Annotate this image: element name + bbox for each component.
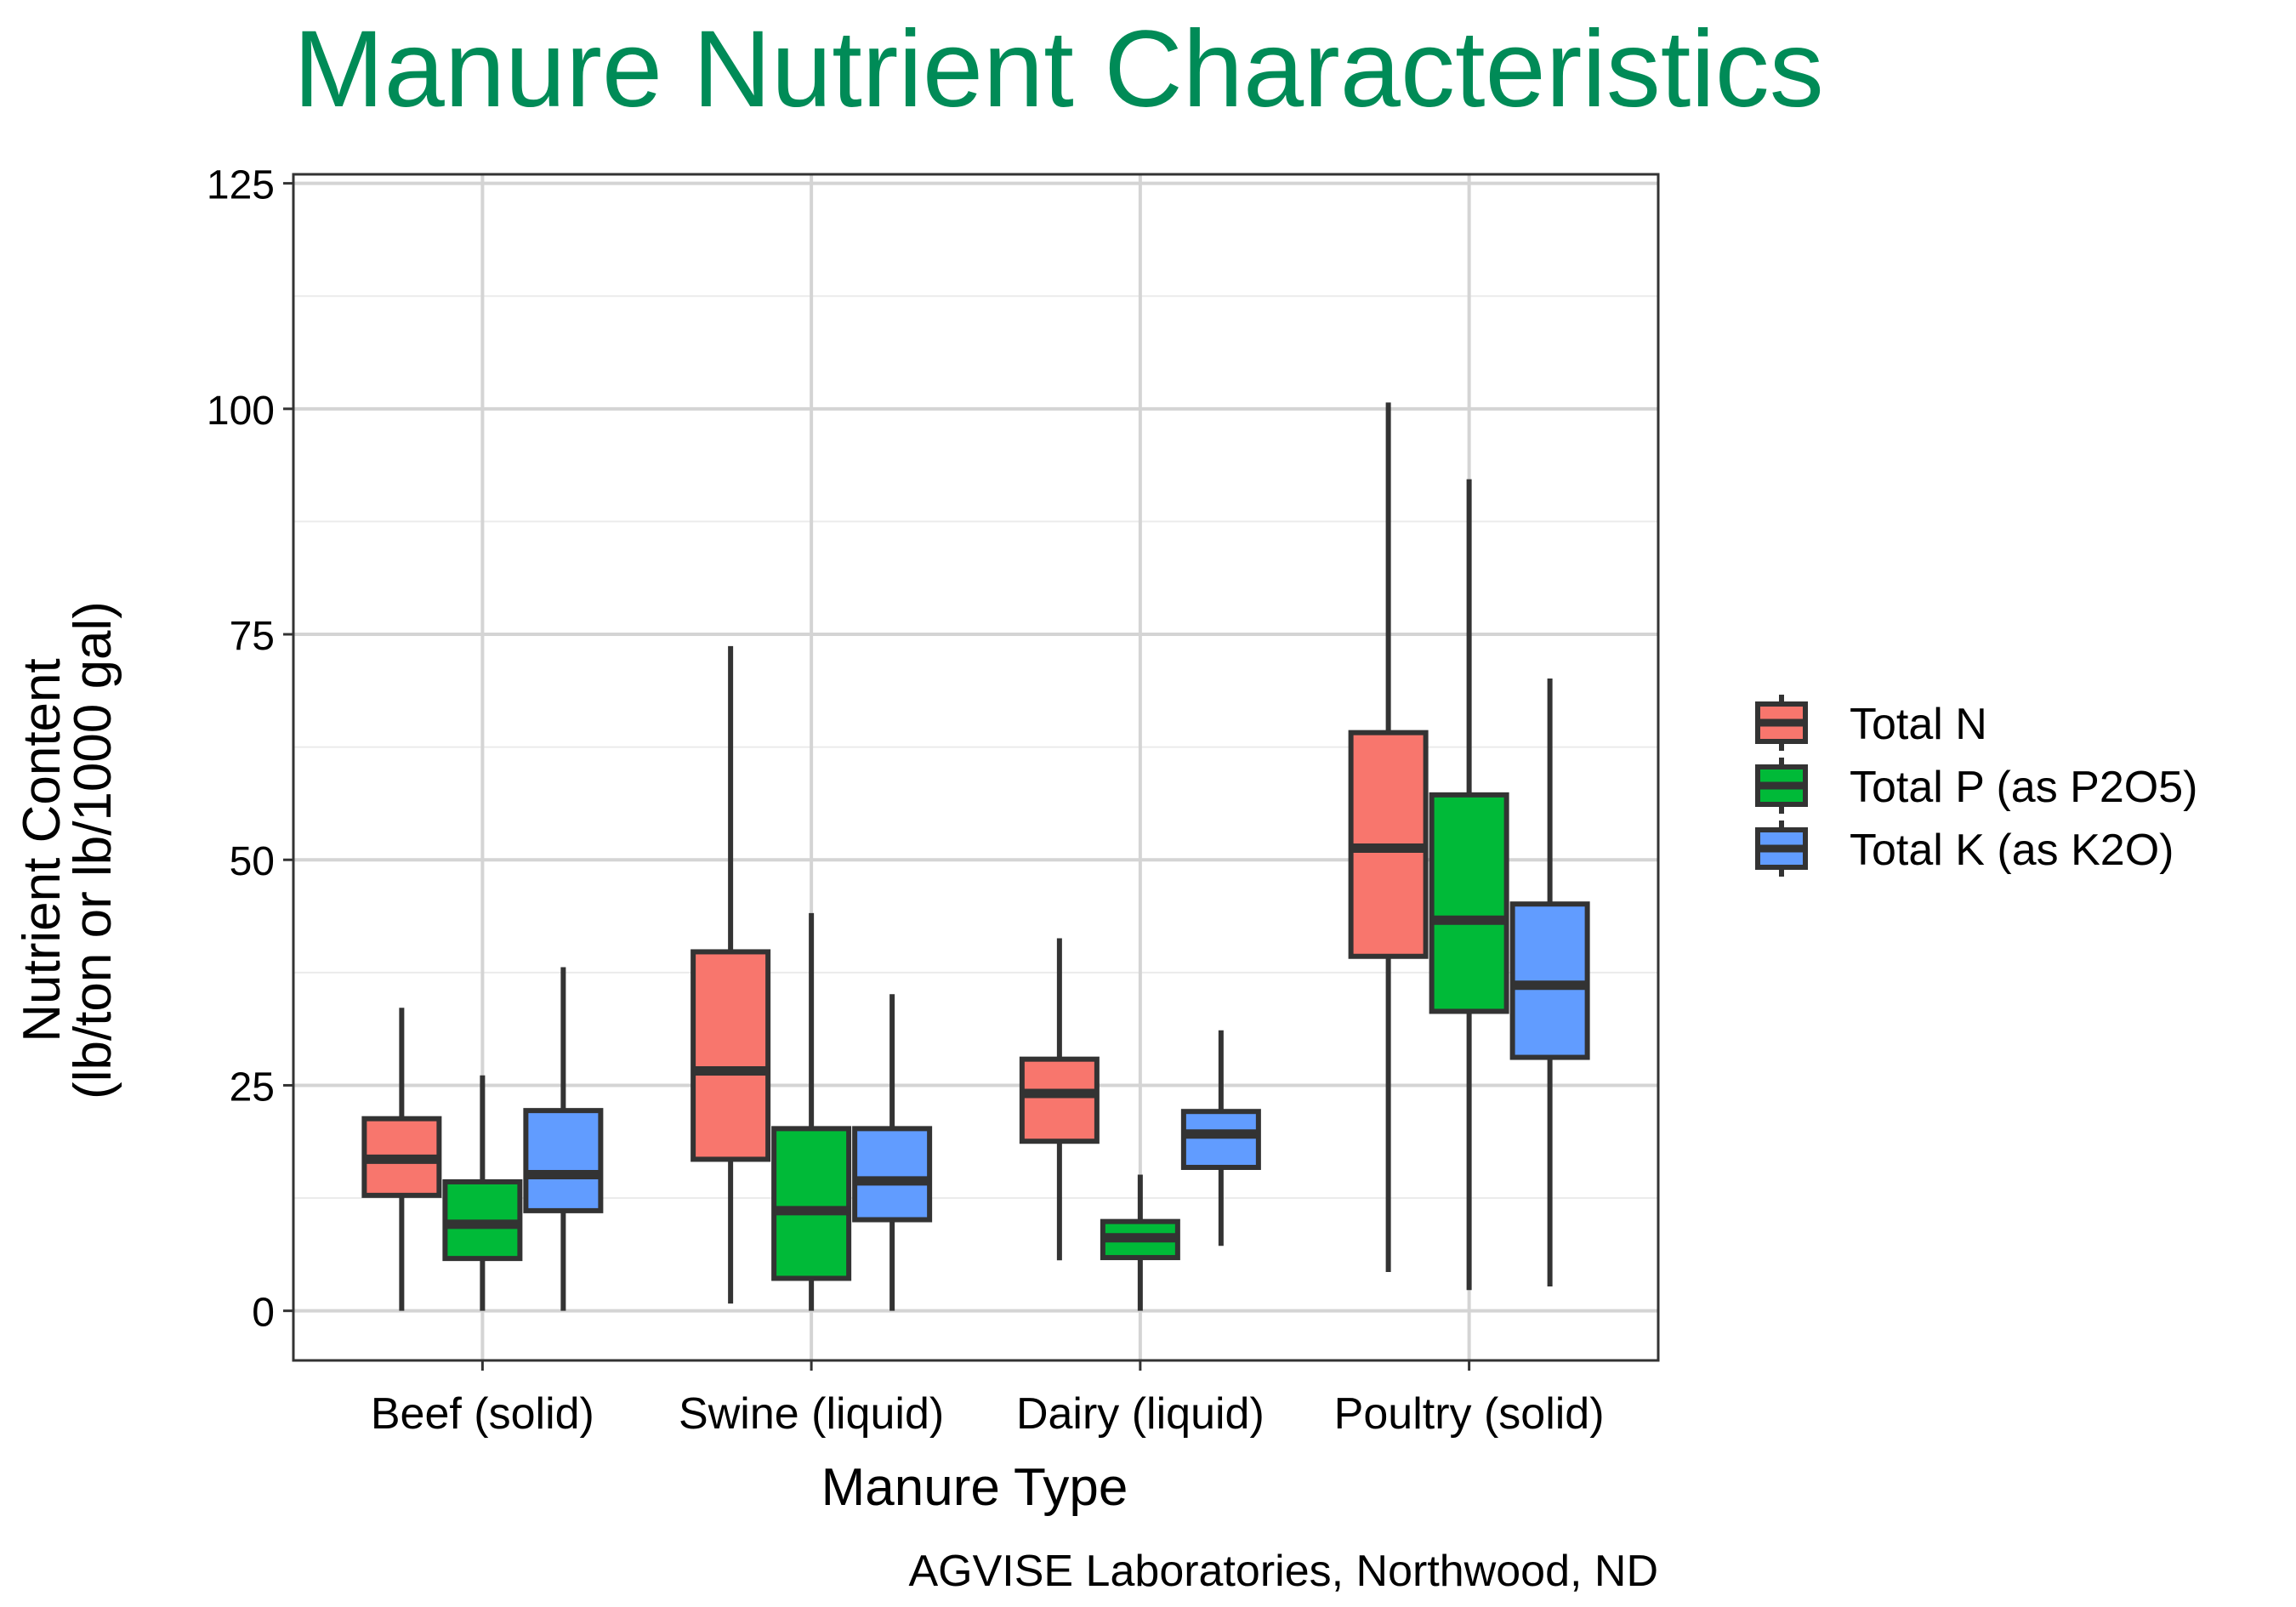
x-axis-title: Manure Type — [821, 1458, 1128, 1517]
panel-border — [292, 173, 1660, 1362]
y-axis-title-line-2: (lb/ton or lb/1000 gal) — [64, 601, 122, 1099]
y-tick-label: 125 — [207, 163, 275, 208]
legend-label: Total N — [1850, 700, 1987, 749]
box-iqr — [771, 1126, 852, 1281]
boxplot-total-n-0 — [361, 1008, 442, 1311]
boxplot-total-p-as-p2o5--1 — [771, 912, 852, 1311]
y-tick-label: 25 — [230, 1065, 275, 1110]
legend-item: Total N — [1755, 695, 1987, 751]
box-iqr — [1019, 1056, 1100, 1144]
y-tick-label: 100 — [207, 389, 275, 434]
x-tick-label: Dairy (liquid) — [1016, 1389, 1265, 1439]
legend-label: Total P (as P2O5) — [1850, 763, 2197, 812]
box-iqr — [1180, 1109, 1261, 1170]
boxplot-total-n-3 — [1348, 402, 1429, 1273]
chart-title: Manure Nutrient Characteristics — [293, 9, 1824, 130]
x-tick-label: Beef (solid) — [371, 1389, 594, 1439]
legend-item: Total K (as K2O) — [1755, 821, 2174, 877]
x-tick-label: Swine (liquid) — [679, 1389, 944, 1439]
x-axis: Beef (solid) Swine (liquid) Dairy (liquid)… — [371, 1360, 1605, 1439]
boxplot-total-p-as-p2o5--0 — [442, 1075, 523, 1311]
y-tick-label: 0 — [252, 1291, 275, 1336]
box-iqr — [691, 949, 771, 1162]
boxplot-total-k-as-k2o--3 — [1509, 679, 1590, 1287]
panel-background — [293, 174, 1658, 1360]
y-axis: 0 25 50 75 100 125 — [207, 163, 293, 1336]
y-tick-label: 75 — [230, 614, 275, 659]
boxplot-total-p-as-p2o5--2 — [1100, 1174, 1180, 1311]
boxplot-total-k-as-k2o--0 — [523, 967, 604, 1311]
legend-label: Total K (as K2O) — [1850, 826, 2174, 875]
boxplot-total-k-as-k2o--1 — [852, 994, 933, 1311]
plot-panel — [292, 173, 1660, 1362]
boxplot-total-n-1 — [691, 645, 771, 1304]
box-iqr — [852, 1126, 933, 1223]
y-axis-title: Nutrient Content (lb/ton or lb/1000 gal) — [13, 601, 122, 1099]
legend-item: Total P (as P2O5) — [1755, 758, 2197, 814]
box-iqr — [1429, 792, 1509, 1014]
boxplot-total-p-as-p2o5--3 — [1429, 479, 1509, 1291]
boxplot-total-n-2 — [1019, 938, 1100, 1261]
box-iqr — [523, 1108, 604, 1213]
x-tick-label: Poultry (solid) — [1334, 1389, 1605, 1439]
y-tick-label: 50 — [230, 839, 275, 884]
boxplot-total-k-as-k2o--2 — [1180, 1030, 1261, 1246]
chart-caption: AGVISE Laboratories, Northwood, ND — [908, 1547, 1658, 1596]
legend: Total N Total P (as P2O5) Total K (as K2O) — [1755, 695, 2197, 877]
y-axis-title-line-1: Nutrient Content — [13, 658, 71, 1042]
